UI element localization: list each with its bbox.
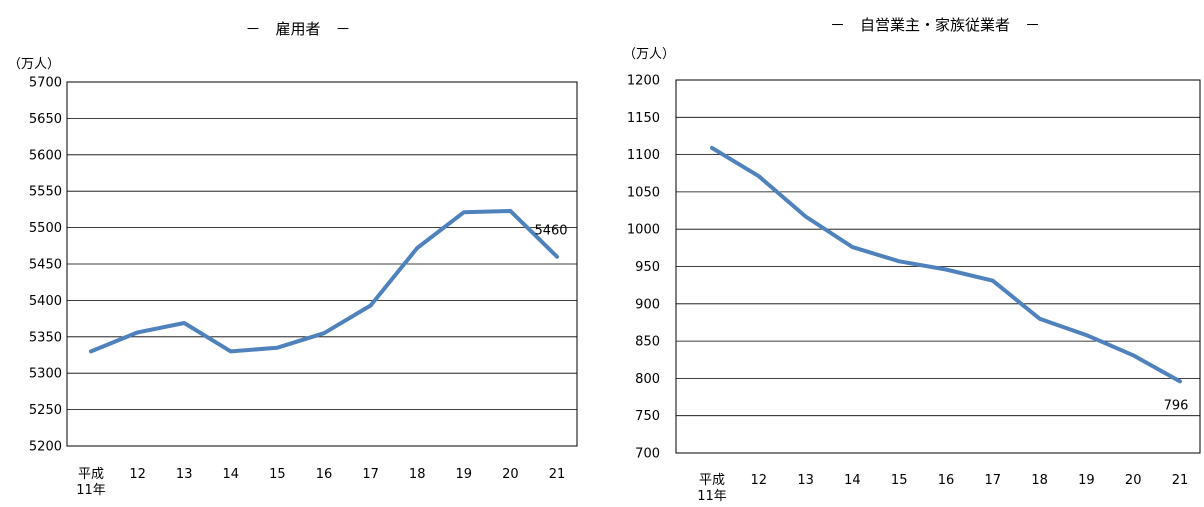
x-tick-label: 20 [1125, 473, 1142, 488]
x-tick-label-line: 13 [176, 467, 193, 482]
x-tick-label-line: 11年 [697, 489, 727, 504]
y-tick-label: 1200 [627, 74, 660, 89]
y-tick-label: 700 [635, 447, 660, 462]
x-tick-label-line: 15 [269, 467, 286, 482]
x-tick-label-line: 13 [797, 473, 814, 488]
x-tick-label-line: 18 [409, 467, 426, 482]
x-tick-label: 12 [129, 467, 146, 482]
x-tick-label: 20 [502, 467, 519, 482]
x-tick-label-line: 16 [938, 473, 955, 488]
x-tick-label: 平成 11年 [76, 467, 106, 498]
x-tick-label: 18 [409, 467, 426, 482]
data-label: 796 [1164, 398, 1189, 413]
x-tick-label-line: 平成 [78, 467, 104, 482]
y-tick-label: 1100 [627, 148, 660, 163]
y-tick-label: 900 [635, 297, 660, 312]
y-tick-label: 1050 [627, 185, 660, 200]
x-tick-label-line: 11年 [76, 483, 106, 498]
y-tick-label: 5250 [29, 403, 62, 418]
x-tick-label: 12 [751, 473, 768, 488]
x-tick-label: 16 [316, 467, 333, 482]
data-label: 5460 [534, 224, 567, 239]
y-tick-label: 5400 [29, 294, 62, 309]
plot-area-border [66, 81, 578, 447]
x-tick-label: 15 [891, 473, 908, 488]
chart-self-employed: － 自営業主・家族従業者 － （万人） 1200 1150 1100 1050 1000 95… [623, 16, 1201, 504]
x-tick-label: 14 [223, 467, 240, 482]
x-tick-label-line: 21 [1172, 473, 1189, 488]
y-tick-label: 5550 [29, 185, 62, 200]
y-tick-label: 5700 [29, 76, 62, 91]
x-tick-label: 21 [1172, 473, 1189, 488]
x-tick-label-line: 12 [129, 467, 146, 482]
x-tick-label-line: 16 [316, 467, 333, 482]
x-tick-label-line: 14 [844, 473, 861, 488]
x-tick-label: 19 [1078, 473, 1095, 488]
x-tick-label-line: 19 [1078, 473, 1095, 488]
x-tick-label-line: 15 [891, 473, 908, 488]
series-line [89, 208, 559, 354]
y-axis-unit-label: （万人） [623, 47, 675, 62]
y-tick-label: 850 [635, 335, 660, 350]
chart-employees: － 雇用者 － （万人） 5700 5650 5600 5550 5500 5450 5400 5… [8, 20, 578, 498]
x-tick-label-line: 21 [549, 467, 566, 482]
y-tick-label: 5600 [29, 148, 62, 163]
x-tick-label: 16 [938, 473, 955, 488]
series-line [710, 145, 1182, 384]
x-tick-label-line: 17 [985, 473, 1002, 488]
x-tick-label-line: 12 [751, 473, 768, 488]
chart-title: － 自営業主・家族従業者 － [830, 16, 1040, 34]
x-tick-label: 18 [1031, 473, 1048, 488]
y-tick-label: 5450 [29, 258, 62, 273]
y-tick-label: 1000 [627, 223, 660, 238]
x-tick-label-line: 20 [502, 467, 519, 482]
x-tick-label: 13 [797, 473, 814, 488]
x-tick-label: 13 [176, 467, 193, 482]
plot-area-border [675, 79, 1201, 454]
x-tick-label-line: 19 [456, 467, 473, 482]
y-tick-label: 800 [635, 372, 660, 387]
y-axis-unit-label: （万人） [8, 57, 60, 72]
x-tick-label-line: 17 [362, 467, 379, 482]
x-tick-label-line: 14 [223, 467, 240, 482]
x-tick-label: 21 [549, 467, 566, 482]
y-tick-label: 950 [635, 260, 660, 275]
y-tick-label: 750 [635, 409, 660, 424]
x-tick-label: 17 [362, 467, 379, 482]
x-tick-label-line: 18 [1031, 473, 1048, 488]
x-tick-label: 平成 11年 [697, 473, 727, 504]
x-tick-label-line: 20 [1125, 473, 1142, 488]
x-tick-label: 19 [456, 467, 473, 482]
x-tick-label: 14 [844, 473, 861, 488]
x-tick-label-line: 平成 [699, 473, 725, 488]
y-tick-label: 5200 [29, 440, 62, 455]
x-tick-label: 17 [985, 473, 1002, 488]
chart-title: － 雇用者 － [245, 20, 350, 38]
y-tick-label: 1150 [627, 111, 660, 126]
y-tick-label: 5300 [29, 367, 62, 382]
y-tick-label: 5650 [29, 112, 62, 127]
y-tick-label: 5350 [29, 330, 62, 345]
y-tick-label: 5500 [29, 221, 62, 236]
x-tick-label: 15 [269, 467, 286, 482]
